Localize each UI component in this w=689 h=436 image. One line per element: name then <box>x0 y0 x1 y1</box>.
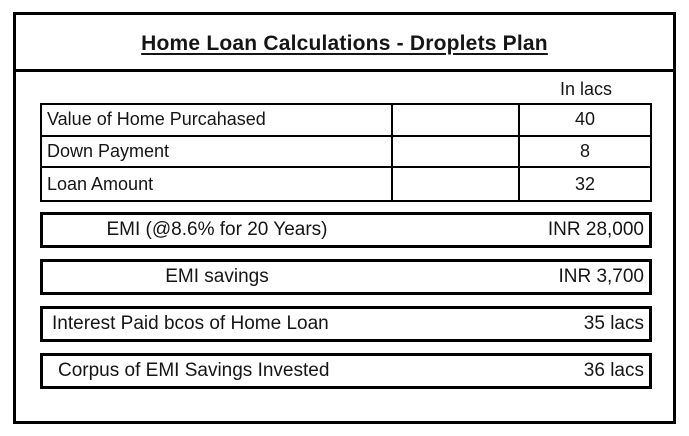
empty-cell <box>393 105 520 135</box>
emi-banner: EMI (@8.6% for 20 Years) INR 28,000 <box>40 212 652 248</box>
row-label: Down Payment <box>42 136 393 167</box>
title-bar: Home Loan Calculations - Droplets Plan <box>13 22 676 66</box>
row-value: 40 <box>574 109 596 130</box>
banner-label: Interest Paid bcos of Home Loan <box>52 313 329 334</box>
table-row-loan-amount: Loan Amount 32 <box>42 168 650 200</box>
banner-label: Corpus of EMI Savings Invested <box>58 360 330 381</box>
title-divider-line <box>13 69 676 72</box>
banner-value: INR 3,700 <box>558 266 644 287</box>
table-row-down-payment: Down Payment 8 <box>42 136 650 169</box>
interest-paid-banner: Interest Paid bcos of Home Loan 35 lacs <box>40 306 652 342</box>
empty-cell <box>393 168 520 200</box>
table-row-home-value: Value of Home Purcahased 40 <box>42 105 650 137</box>
corpus-banner: Corpus of EMI Savings Invested 36 lacs <box>40 353 652 389</box>
row-value: 32 <box>574 173 596 194</box>
row-label: Loan Amount <box>42 168 393 200</box>
empty-cell <box>393 136 520 167</box>
emi-savings-banner: EMI savings INR 3,700 <box>40 259 652 295</box>
banner-label: EMI savings <box>165 266 269 287</box>
loan-input-table: Value of Home Purcahased 40 Down Payment… <box>40 103 652 202</box>
banner-value: 36 lacs <box>583 360 644 381</box>
page-title: Home Loan Calculations - Droplets Plan <box>141 32 548 55</box>
unit-label: In lacs <box>559 78 613 99</box>
banner-value: 35 lacs <box>583 313 644 334</box>
banner-label: EMI (@8.6% for 20 Years) <box>106 219 328 240</box>
row-label: Value of Home Purcahased <box>42 105 393 135</box>
row-value: 8 <box>579 140 590 161</box>
banner-value: INR 28,000 <box>547 219 644 240</box>
